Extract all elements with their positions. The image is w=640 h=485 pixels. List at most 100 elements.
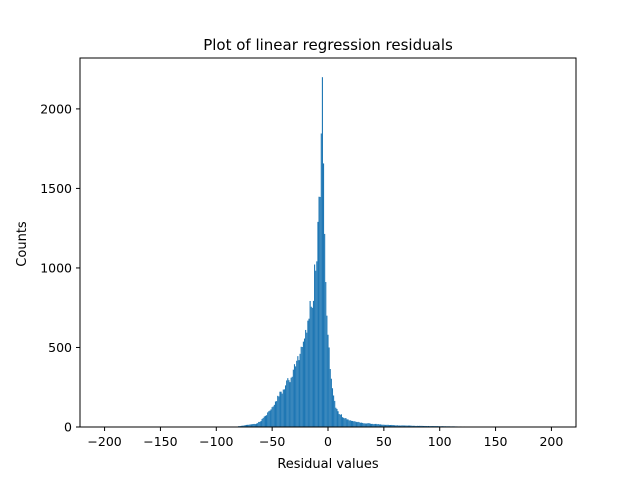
histogram-bar	[285, 385, 286, 427]
histogram-bar	[353, 421, 354, 427]
histogram-bar	[278, 396, 279, 427]
histogram-bar	[322, 77, 323, 427]
histogram-bar	[368, 423, 369, 427]
histogram-bar	[367, 423, 368, 427]
histogram-bar	[342, 417, 343, 427]
x-tick-label: −150	[143, 434, 177, 449]
histogram-bar	[294, 364, 295, 427]
histogram-bar	[362, 423, 363, 427]
histogram-bar	[343, 418, 344, 427]
histogram-bar	[282, 394, 283, 427]
histogram-bar	[307, 321, 308, 427]
histogram-bar	[287, 378, 288, 427]
y-tick-label: 1500	[40, 181, 72, 196]
x-tick-label: 150	[484, 434, 508, 449]
histogram-bar	[258, 422, 259, 427]
histogram-bar	[320, 197, 321, 427]
histogram-bar	[365, 424, 366, 427]
y-tick-label: 2000	[40, 101, 72, 116]
histogram-bar	[303, 342, 304, 427]
histogram-bar	[272, 407, 273, 427]
histogram-bar	[283, 390, 284, 427]
histogram-bar	[260, 421, 261, 427]
x-tick-label: −200	[87, 434, 121, 449]
histogram-bar	[327, 335, 328, 427]
histogram-bar	[330, 369, 331, 427]
histogram-bar	[266, 415, 267, 427]
histogram-bar	[273, 406, 274, 427]
histogram-bar	[296, 361, 297, 427]
histogram-bar	[300, 354, 301, 427]
histogram-bar	[270, 409, 271, 427]
histogram-bar	[298, 360, 299, 427]
histogram-bar	[310, 301, 311, 427]
histogram-bar	[340, 415, 341, 427]
histogram-bar	[339, 414, 340, 427]
histogram-bar	[311, 307, 312, 427]
histogram-bar	[336, 409, 337, 427]
histogram-bar	[265, 416, 266, 427]
histogram-bar	[341, 414, 342, 427]
y-tick-label: 500	[48, 340, 72, 355]
histogram-bar	[345, 418, 346, 427]
histogram-bar	[281, 392, 282, 427]
histogram-bar	[274, 405, 275, 427]
histogram-bar	[313, 301, 314, 427]
x-tick-label: −100	[199, 434, 233, 449]
histogram-bar	[257, 423, 258, 427]
histogram-bar	[267, 412, 268, 427]
histogram-bar	[275, 401, 276, 427]
histogram-bar	[292, 377, 293, 427]
histogram-bar	[360, 423, 361, 427]
histogram-bar	[354, 421, 355, 427]
x-tick-label: −50	[259, 434, 285, 449]
x-tick-label: 50	[376, 434, 392, 449]
histogram-bar	[344, 418, 345, 427]
histogram-bar	[338, 411, 339, 427]
histogram-bar	[321, 133, 322, 427]
histogram-bar	[332, 388, 333, 427]
histogram-bar	[301, 347, 302, 427]
histogram-bar	[363, 423, 364, 427]
histogram-bar	[356, 422, 357, 427]
histogram-bar	[352, 421, 353, 427]
x-tick-label: 100	[428, 434, 452, 449]
x-tick-label: 200	[539, 434, 563, 449]
histogram-bar	[304, 339, 305, 427]
histogram-bar	[259, 422, 260, 427]
histogram-bar	[306, 333, 307, 427]
histogram-bar	[361, 423, 362, 427]
histogram-bar	[358, 422, 359, 427]
histogram-bar	[305, 330, 306, 427]
histogram-bar	[350, 420, 351, 427]
histogram-bar	[319, 197, 320, 427]
histogram-bar	[276, 401, 277, 427]
histogram-bar	[349, 420, 350, 427]
histogram-bar	[317, 222, 318, 427]
histogram-bar	[315, 271, 316, 427]
histogram-bar	[308, 319, 309, 427]
histogram-bar	[351, 421, 352, 427]
y-tick-label: 1000	[40, 260, 72, 275]
histogram-bar	[263, 418, 264, 427]
histogram-bar	[370, 424, 371, 427]
histogram-bar	[314, 265, 315, 427]
histogram-bar	[291, 378, 292, 427]
chart-title: Plot of linear regression residuals	[203, 36, 453, 54]
histogram-bar	[346, 419, 347, 427]
histogram-bar	[288, 380, 289, 427]
histogram-bar	[302, 347, 303, 427]
histogram-bar	[256, 424, 257, 427]
histogram-bar	[289, 382, 290, 427]
histogram-bar	[329, 347, 330, 427]
histogram-bar	[268, 411, 269, 427]
histogram-bar	[293, 370, 294, 427]
histogram-bar	[335, 408, 336, 427]
histogram-bar	[355, 422, 356, 427]
y-axis-label: Counts	[15, 221, 30, 267]
histogram-bar	[326, 316, 327, 427]
y-tick-label: 0	[64, 420, 72, 435]
histogram-bar	[323, 163, 324, 427]
